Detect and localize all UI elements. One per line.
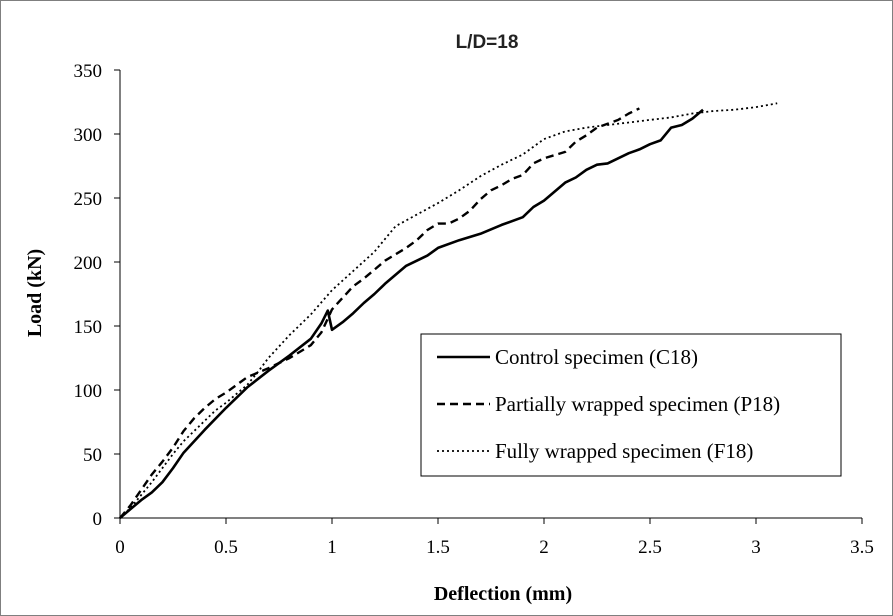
y-tick-label: 300 xyxy=(74,125,103,146)
series-group xyxy=(119,102,778,519)
y-tick-label: 50 xyxy=(83,445,102,466)
y-axis-title: Load (kN) xyxy=(24,249,46,337)
y-tick-label: 350 xyxy=(74,61,103,82)
x-tick-label: 1.5 xyxy=(426,537,450,558)
x-axis-title: Deflection (mm) xyxy=(434,583,572,605)
y-tick-label: 100 xyxy=(74,381,103,402)
x-tick-label: 1 xyxy=(327,537,337,558)
x-tick-label: 2.5 xyxy=(638,537,662,558)
axes: 0 0.5 1 1.5 2 2.5 3 3.5 0 50 100 150 200 250 300 350 xyxy=(74,61,874,558)
chart-title: L/D=18 xyxy=(456,32,519,53)
series-line-1 xyxy=(119,108,704,519)
y-tick-label: 200 xyxy=(74,253,103,274)
legend: Control specimen (C18) Partially wrapped … xyxy=(420,333,842,477)
legend-box xyxy=(420,333,842,477)
y-tick-label: 0 xyxy=(93,509,103,530)
x-tick-label: 0 xyxy=(115,537,125,558)
y-tick-label: 250 xyxy=(74,189,103,210)
legend-label-3: Fully wrapped specimen (F18) xyxy=(495,439,753,463)
legend-label-2: Partially wrapped specimen (P18) xyxy=(495,392,780,416)
series-line-2 xyxy=(119,107,640,519)
series-line-3 xyxy=(119,102,778,519)
x-tick-label: 3.5 xyxy=(850,537,874,558)
legend-label-1: Control specimen (C18) xyxy=(495,345,698,369)
x-tick-label: 3 xyxy=(751,537,761,558)
x-tick-label: 2 xyxy=(539,537,549,558)
y-tick-label: 150 xyxy=(74,317,103,338)
x-tick-label: 0.5 xyxy=(214,537,238,558)
